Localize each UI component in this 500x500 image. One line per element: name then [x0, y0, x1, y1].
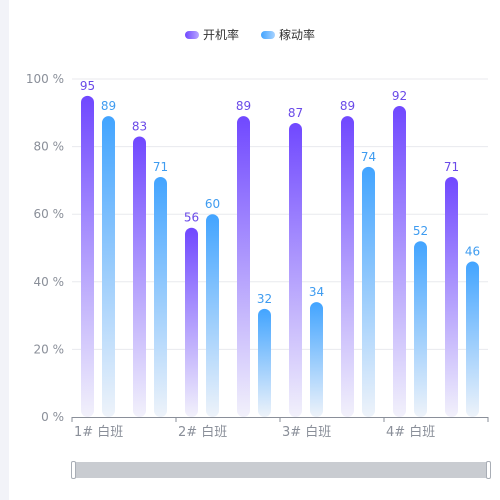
y-tick-label: 100 % [26, 72, 64, 86]
data-zoom-track[interactable] [73, 462, 489, 478]
bar-series-1-cat-5[interactable] [289, 122, 302, 417]
data-label: 71 [444, 160, 459, 174]
left-edge-strip [0, 0, 9, 500]
legend-label-series-1: 开机率 [202, 28, 239, 42]
legend-item-series-2[interactable]: 稼动率 [261, 26, 315, 43]
data-zoom-handle-left[interactable] [71, 461, 76, 479]
bar-series-2-cat-8[interactable] [466, 261, 479, 417]
bar-series-2-cat-3[interactable] [206, 214, 219, 417]
x-axis: 1# 白班 2# 白班 3# 白班 4# 白班 [71, 417, 489, 440]
x-tick-label: 1# 白班 [74, 424, 123, 440]
y-axis-tick-labels: 0 % 20 % 40 % 60 % 80 % 100 % [26, 72, 64, 424]
data-label: 95 [80, 79, 95, 93]
x-tick-label: 3# 白班 [282, 424, 331, 440]
data-label: 52 [413, 224, 428, 238]
data-label: 71 [153, 160, 168, 174]
legend-item-series-1[interactable]: 开机率 [184, 26, 239, 43]
bar-series-2-cat-1[interactable] [102, 116, 115, 418]
y-tick-label: 60 % [34, 207, 65, 221]
data-label: 60 [205, 197, 220, 211]
data-label: 74 [361, 150, 376, 164]
data-label: 32 [257, 292, 272, 306]
y-tick-label: 80 % [34, 140, 65, 154]
y-tick-label: 20 % [34, 342, 65, 356]
bar-series-2-cat-5[interactable] [310, 302, 323, 417]
data-label: 89 [236, 99, 251, 113]
data-labels: 95 83 56 89 87 89 92 71 89 71 60 32 34 74 52 46 [80, 79, 480, 306]
legend-swatch-series-1 [184, 30, 199, 39]
data-zoom-slider[interactable] [71, 461, 491, 479]
x-tick-label: 4# 白班 [386, 424, 435, 440]
bar-series-1-cat-6[interactable] [341, 116, 354, 418]
bar-series-1-cat-8[interactable] [445, 177, 458, 417]
data-label: 87 [288, 106, 303, 120]
bar-series-2-cat-2[interactable] [154, 177, 167, 417]
bar-series-1-cat-2[interactable] [133, 136, 146, 417]
legend: 开机率 稼动率 [0, 26, 500, 43]
data-zoom-handle-right[interactable] [486, 461, 491, 479]
data-label: 34 [309, 285, 324, 299]
data-label: 83 [132, 119, 147, 133]
bar-series-1-cat-7[interactable] [393, 106, 406, 417]
data-label: 46 [465, 245, 480, 259]
data-label: 89 [340, 99, 355, 113]
bar-series-1-cat-1[interactable] [81, 95, 94, 418]
bar-series-1-cat-3[interactable] [185, 227, 198, 417]
legend-swatch-series-2 [261, 30, 275, 39]
bar-series-2-cat-7[interactable] [414, 241, 427, 417]
data-label: 56 [184, 211, 199, 225]
data-label: 92 [392, 89, 407, 103]
bar-series-2-cat-4[interactable] [258, 308, 271, 417]
y-tick-label: 0 % [41, 410, 64, 424]
bars [81, 95, 479, 418]
bar-series-1-cat-4[interactable] [237, 116, 250, 418]
y-tick-label: 40 % [34, 275, 65, 289]
data-label: 89 [101, 99, 116, 113]
x-tick-label: 2# 白班 [178, 424, 227, 440]
bar-series-2-cat-6[interactable] [362, 166, 375, 417]
legend-label-series-2: 稼动率 [279, 28, 316, 42]
